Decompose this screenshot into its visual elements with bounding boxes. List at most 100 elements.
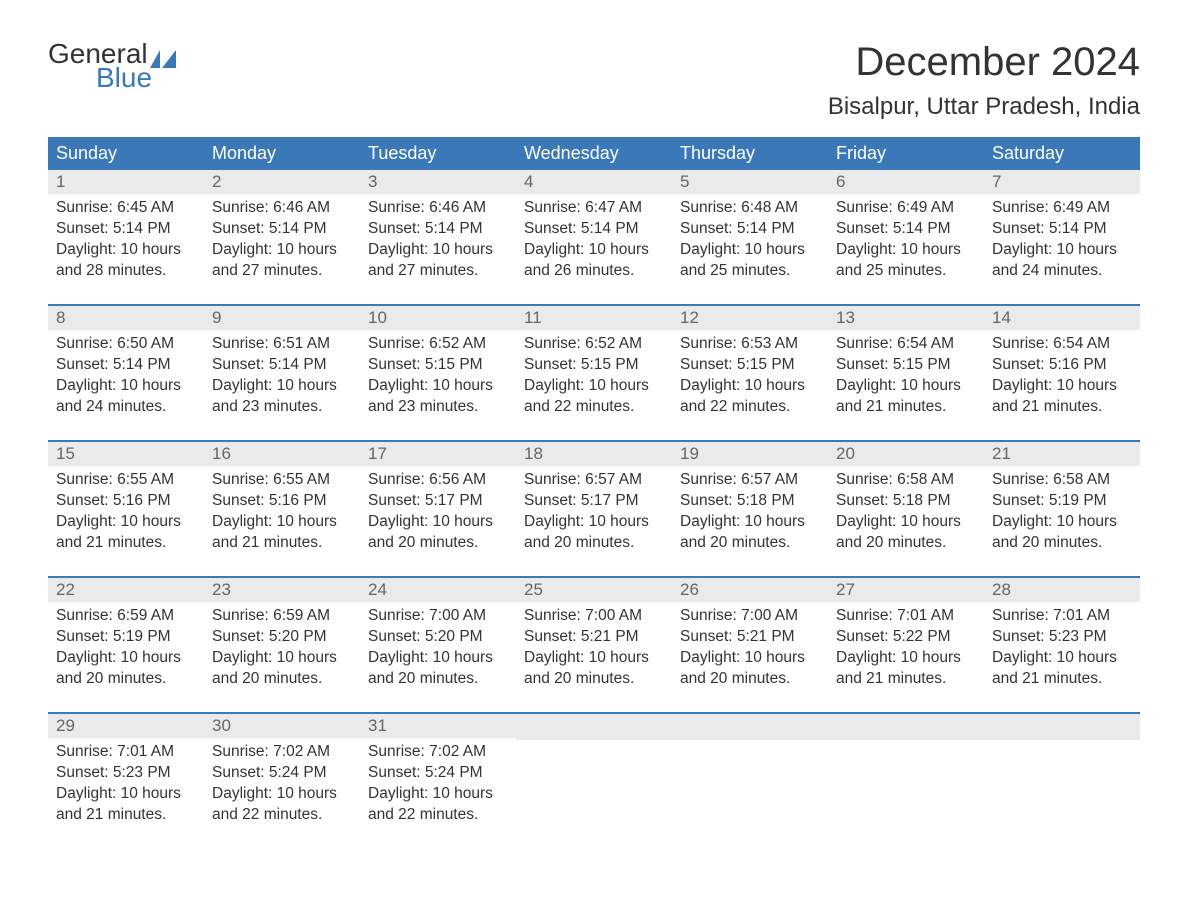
sunset-line: Sunset: 5:16 PM — [56, 491, 196, 512]
sunrise-line: Sunrise: 7:01 AM — [836, 606, 976, 627]
day-number: 8 — [48, 306, 204, 330]
sunrise-line: Sunrise: 6:56 AM — [368, 470, 508, 491]
sunset-line: Sunset: 5:14 PM — [368, 219, 508, 240]
empty-day-header — [828, 714, 984, 740]
calendar-day-cell — [672, 714, 828, 834]
day-number: 15 — [48, 442, 204, 466]
daylight-line-1: Daylight: 10 hours — [992, 512, 1132, 533]
sunset-line: Sunset: 5:22 PM — [836, 627, 976, 648]
daylight-line-2: and 20 minutes. — [368, 533, 508, 554]
day-details: Sunrise: 6:58 AMSunset: 5:18 PMDaylight:… — [828, 466, 984, 560]
day-number: 27 — [828, 578, 984, 602]
sunset-line: Sunset: 5:15 PM — [524, 355, 664, 376]
daylight-line-2: and 23 minutes. — [212, 397, 352, 418]
daylight-line-2: and 20 minutes. — [56, 669, 196, 690]
daylight-line-1: Daylight: 10 hours — [836, 376, 976, 397]
daylight-line-2: and 22 minutes. — [368, 805, 508, 826]
daylight-line-1: Daylight: 10 hours — [836, 240, 976, 261]
daylight-line-1: Daylight: 10 hours — [524, 240, 664, 261]
brand-logo: General Blue — [48, 40, 176, 92]
sunset-line: Sunset: 5:14 PM — [524, 219, 664, 240]
daylight-line-2: and 21 minutes. — [56, 533, 196, 554]
daylight-line-2: and 21 minutes. — [56, 805, 196, 826]
daylight-line-1: Daylight: 10 hours — [56, 240, 196, 261]
day-number: 2 — [204, 170, 360, 194]
sunrise-line: Sunrise: 6:59 AM — [56, 606, 196, 627]
daylight-line-2: and 21 minutes. — [992, 669, 1132, 690]
sunset-line: Sunset: 5:14 PM — [56, 219, 196, 240]
day-details: Sunrise: 6:45 AMSunset: 5:14 PMDaylight:… — [48, 194, 204, 288]
title-block: December 2024 Bisalpur, Uttar Pradesh, I… — [828, 40, 1140, 131]
daylight-line-1: Daylight: 10 hours — [212, 240, 352, 261]
sunset-line: Sunset: 5:18 PM — [836, 491, 976, 512]
calendar-day-cell: 7Sunrise: 6:49 AMSunset: 5:14 PMDaylight… — [984, 170, 1140, 290]
daylight-line-1: Daylight: 10 hours — [524, 376, 664, 397]
calendar-day-cell: 10Sunrise: 6:52 AMSunset: 5:15 PMDayligh… — [360, 306, 516, 426]
sunset-line: Sunset: 5:23 PM — [992, 627, 1132, 648]
sunrise-line: Sunrise: 6:47 AM — [524, 198, 664, 219]
sunrise-line: Sunrise: 6:49 AM — [992, 198, 1132, 219]
sunrise-line: Sunrise: 7:02 AM — [368, 742, 508, 763]
day-number: 11 — [516, 306, 672, 330]
day-number: 18 — [516, 442, 672, 466]
day-details: Sunrise: 7:00 AMSunset: 5:20 PMDaylight:… — [360, 602, 516, 696]
sunset-line: Sunset: 5:17 PM — [368, 491, 508, 512]
daylight-line-2: and 20 minutes. — [368, 669, 508, 690]
daylight-line-2: and 20 minutes. — [836, 533, 976, 554]
calendar-day-cell — [828, 714, 984, 834]
location-subtitle: Bisalpur, Uttar Pradesh, India — [828, 93, 1140, 121]
calendar-week: 29Sunrise: 7:01 AMSunset: 5:23 PMDayligh… — [48, 712, 1140, 834]
sunset-line: Sunset: 5:23 PM — [56, 763, 196, 784]
sunrise-line: Sunrise: 6:55 AM — [212, 470, 352, 491]
calendar-day-cell — [516, 714, 672, 834]
brand-word-2: Blue — [96, 64, 176, 92]
sunset-line: Sunset: 5:18 PM — [680, 491, 820, 512]
day-number: 12 — [672, 306, 828, 330]
day-details: Sunrise: 7:02 AMSunset: 5:24 PMDaylight:… — [204, 738, 360, 832]
sunset-line: Sunset: 5:24 PM — [368, 763, 508, 784]
day-number: 20 — [828, 442, 984, 466]
day-number: 29 — [48, 714, 204, 738]
sunrise-line: Sunrise: 6:52 AM — [524, 334, 664, 355]
sunset-line: Sunset: 5:15 PM — [836, 355, 976, 376]
day-details: Sunrise: 6:57 AMSunset: 5:17 PMDaylight:… — [516, 466, 672, 560]
day-details: Sunrise: 6:50 AMSunset: 5:14 PMDaylight:… — [48, 330, 204, 424]
day-number: 5 — [672, 170, 828, 194]
sunrise-line: Sunrise: 6:55 AM — [56, 470, 196, 491]
calendar-week: 15Sunrise: 6:55 AMSunset: 5:16 PMDayligh… — [48, 440, 1140, 562]
day-details: Sunrise: 7:02 AMSunset: 5:24 PMDaylight:… — [360, 738, 516, 832]
day-number: 13 — [828, 306, 984, 330]
day-number: 26 — [672, 578, 828, 602]
calendar-day-cell: 9Sunrise: 6:51 AMSunset: 5:14 PMDaylight… — [204, 306, 360, 426]
calendar-day-cell: 1Sunrise: 6:45 AMSunset: 5:14 PMDaylight… — [48, 170, 204, 290]
sunset-line: Sunset: 5:14 PM — [680, 219, 820, 240]
daylight-line-2: and 25 minutes. — [836, 261, 976, 282]
day-number: 6 — [828, 170, 984, 194]
calendar-week: 22Sunrise: 6:59 AMSunset: 5:19 PMDayligh… — [48, 576, 1140, 698]
day-number: 9 — [204, 306, 360, 330]
daylight-line-1: Daylight: 10 hours — [524, 648, 664, 669]
day-details: Sunrise: 6:49 AMSunset: 5:14 PMDaylight:… — [828, 194, 984, 288]
day-details: Sunrise: 6:55 AMSunset: 5:16 PMDaylight:… — [204, 466, 360, 560]
daylight-line-2: and 20 minutes. — [212, 669, 352, 690]
calendar-day-cell: 19Sunrise: 6:57 AMSunset: 5:18 PMDayligh… — [672, 442, 828, 562]
calendar-day-cell: 16Sunrise: 6:55 AMSunset: 5:16 PMDayligh… — [204, 442, 360, 562]
sunset-line: Sunset: 5:16 PM — [212, 491, 352, 512]
day-number: 28 — [984, 578, 1140, 602]
calendar-day-cell: 26Sunrise: 7:00 AMSunset: 5:21 PMDayligh… — [672, 578, 828, 698]
day-details: Sunrise: 6:54 AMSunset: 5:15 PMDaylight:… — [828, 330, 984, 424]
sunrise-line: Sunrise: 6:49 AM — [836, 198, 976, 219]
sunset-line: Sunset: 5:14 PM — [992, 219, 1132, 240]
calendar-day-cell: 23Sunrise: 6:59 AMSunset: 5:20 PMDayligh… — [204, 578, 360, 698]
day-details: Sunrise: 6:55 AMSunset: 5:16 PMDaylight:… — [48, 466, 204, 560]
day-details: Sunrise: 6:46 AMSunset: 5:14 PMDaylight:… — [204, 194, 360, 288]
day-number: 31 — [360, 714, 516, 738]
daylight-line-1: Daylight: 10 hours — [212, 784, 352, 805]
daylight-line-2: and 20 minutes. — [680, 669, 820, 690]
calendar-day-cell: 15Sunrise: 6:55 AMSunset: 5:16 PMDayligh… — [48, 442, 204, 562]
empty-day-header — [984, 714, 1140, 740]
sunrise-line: Sunrise: 6:57 AM — [680, 470, 820, 491]
daylight-line-1: Daylight: 10 hours — [836, 648, 976, 669]
weekday-label: Friday — [828, 137, 984, 170]
day-details: Sunrise: 6:57 AMSunset: 5:18 PMDaylight:… — [672, 466, 828, 560]
